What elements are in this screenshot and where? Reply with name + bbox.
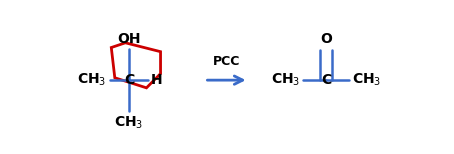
Text: CH$_3$: CH$_3$ [114, 115, 143, 131]
Text: C: C [124, 73, 134, 87]
Text: H: H [151, 73, 163, 87]
Text: C: C [321, 73, 331, 87]
Text: CH$_3$: CH$_3$ [77, 72, 107, 88]
Text: CH$_3$: CH$_3$ [351, 72, 381, 88]
Text: O: O [320, 32, 332, 46]
Text: PCC: PCC [213, 55, 240, 68]
Text: OH: OH [117, 32, 141, 46]
Text: CH$_3$: CH$_3$ [271, 72, 300, 88]
